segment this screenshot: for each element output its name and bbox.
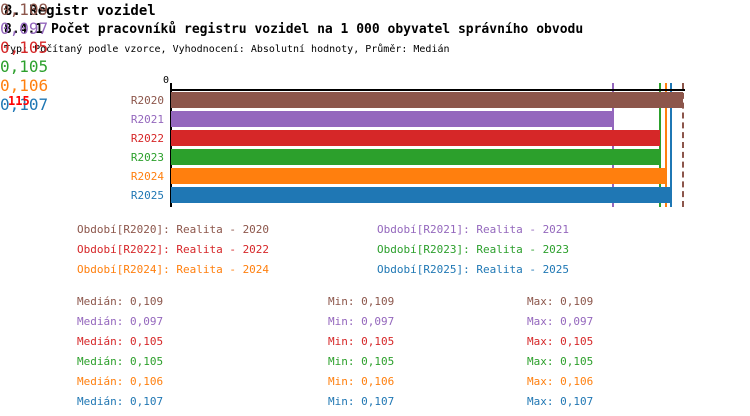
stat-max-R2021: Max: 0,097 [527, 315, 594, 328]
stat-min-R2025: Min: 0,107 [328, 395, 395, 408]
stat-max-R2020: Max: 0,109 [527, 295, 594, 308]
stat-max-R2025: Max: 0,107 [527, 395, 594, 408]
bar-chart: 115 0 R2020 0,109 R2021 0,097 R2022 0,105 R202… [0, 0, 750, 207]
median-line-R2024 [665, 83, 667, 207]
bar-category-label: R2024 [130, 170, 164, 183]
bar-category-label: R2022 [130, 132, 164, 145]
stat-min-R2022: Min: 0,105 [328, 335, 395, 348]
stat-min-R2020: Min: 0,109 [328, 295, 395, 308]
bar-R2021 [171, 111, 613, 127]
axis-zero-tick-label: 0 [162, 75, 170, 86]
bar-category-label: R2023 [130, 151, 164, 164]
stat-median-R2022: Medián: 0,105 [77, 335, 164, 348]
bar-value-label: 0,105 [0, 38, 49, 57]
x-axis-line [171, 89, 685, 91]
bar-category-label: R2021 [130, 113, 164, 126]
median-line-R2025 [670, 83, 672, 207]
stat-max-R2022: Max: 0,105 [527, 335, 594, 348]
stat-median-R2021: Medián: 0,097 [77, 315, 164, 328]
legend-item-R2022: Období[R2022]: Realita - 2022 [77, 243, 270, 256]
stat-median-R2024: Medián: 0,106 [77, 375, 164, 388]
stat-median-R2020: Medián: 0,109 [77, 295, 164, 308]
stat-min-R2023: Min: 0,105 [328, 355, 395, 368]
bar-value-label: 0,109 [0, 0, 49, 19]
legend-item-R2023: Období[R2023]: Realita - 2023 [377, 243, 570, 256]
section-title: 8. Registr vozidel [4, 3, 156, 19]
median-line-R2023 [659, 83, 661, 207]
bar-value-label: 0,107 [0, 95, 49, 114]
bar-value-label: 0,105 [0, 57, 49, 76]
chart-meta-line: Typ: Počítaný podle vzorce, Vyhodnocení:… [4, 44, 450, 55]
bar-category-label: R2020 [130, 94, 164, 107]
bar-R2022 [171, 130, 660, 146]
bar-R2023 [171, 149, 660, 165]
legend-item-R2025: Období[R2025]: Realita - 2025 [377, 263, 570, 276]
stat-median-R2025: Medián: 0,107 [77, 395, 164, 408]
stat-min-R2024: Min: 0,106 [328, 375, 395, 388]
stat-max-R2024: Max: 0,106 [527, 375, 594, 388]
stat-median-R2023: Medián: 0,105 [77, 355, 164, 368]
legend-item-R2024: Období[R2024]: Realita - 2024 [77, 263, 270, 276]
stat-min-R2021: Min: 0,097 [328, 315, 395, 328]
median-line-R2020 [682, 83, 684, 207]
legend-item-R2021: Období[R2021]: Realita - 2021 [377, 223, 570, 236]
bar-category-label: R2025 [130, 189, 164, 202]
bar-R2025 [171, 187, 671, 203]
row-id-label: 115 [8, 94, 30, 108]
bar-value-label: 0,097 [0, 19, 49, 38]
bars-layer: R2020 0,109 R2021 0,097 R2022 0,105 R2023 0,105… [0, 0, 750, 203]
legend-item-R2020: Období[R2020]: Realita - 2020 [77, 223, 270, 236]
bar-R2024 [171, 168, 666, 184]
chart-title: 8.4.1 Počet pracovníků registru vozidel … [4, 22, 584, 37]
bar-value-label: 0,106 [0, 76, 49, 95]
bar-R2020 [171, 92, 683, 108]
stat-max-R2023: Max: 0,105 [527, 355, 594, 368]
